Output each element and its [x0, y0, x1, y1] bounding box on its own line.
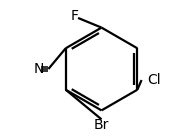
Text: F: F — [71, 9, 79, 23]
Text: Cl: Cl — [147, 73, 161, 87]
Text: N: N — [34, 62, 44, 76]
Text: Br: Br — [94, 118, 109, 132]
